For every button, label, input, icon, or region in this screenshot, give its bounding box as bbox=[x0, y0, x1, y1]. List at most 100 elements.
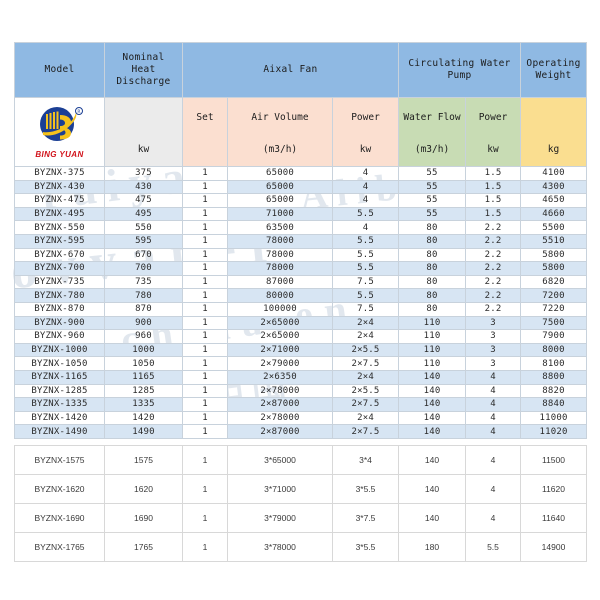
table-row: BYZNX-1575 1575 1 3*65000 3*4 140 4 11500 bbox=[14, 444, 587, 475]
cell-water-flow: 140 bbox=[398, 383, 467, 399]
cell-pump-power: 2.2 bbox=[465, 247, 522, 263]
cell-nominal-heat-discharge: 475 bbox=[104, 193, 183, 208]
cell-fan-power: 3*5.5 bbox=[332, 531, 399, 562]
cell-nominal-heat-discharge: 780 bbox=[104, 288, 183, 303]
cell-set: 1 bbox=[182, 369, 228, 385]
cell-pump-power: 1.5 bbox=[465, 206, 522, 222]
cell-air-volume: 78000 bbox=[227, 233, 333, 249]
cell-set: 1 bbox=[182, 193, 228, 208]
subheader-air-volume-name: Air Volume bbox=[251, 112, 309, 123]
cell-pump-power: 1.5 bbox=[465, 179, 522, 195]
cell-air-volume: 2×65000 bbox=[227, 315, 333, 331]
table-row: BYZNX-1050 1050 1 2×79000 2×7.5 110 3 8100 bbox=[14, 356, 588, 371]
cell-model: BYZNX-1335 bbox=[14, 397, 105, 412]
cell-pump-power: 2.2 bbox=[465, 233, 522, 249]
header-nominal-line2: Heat bbox=[131, 64, 156, 75]
cell-air-volume: 2×71000 bbox=[227, 342, 333, 358]
cell-air-volume: 3*79000 bbox=[227, 502, 333, 533]
cell-set: 1 bbox=[182, 301, 228, 317]
header-nominal-line3: Discharge bbox=[116, 76, 171, 87]
cell-model: BYZNX-1285 bbox=[14, 383, 105, 399]
cell-water-flow: 140 bbox=[398, 502, 466, 533]
main-specification-table: Model Nominal Heat Discharge Aixal Fan C… bbox=[14, 42, 588, 439]
header-model: Model bbox=[14, 42, 105, 98]
cell-operating-weight: 4300 bbox=[520, 179, 588, 195]
subheader-nominal-unit-cell: kw bbox=[104, 97, 183, 167]
cell-operating-weight: 8840 bbox=[520, 397, 588, 412]
cell-model: BYZNX-900 bbox=[14, 315, 105, 331]
cell-set: 1 bbox=[182, 315, 228, 331]
cell-air-volume: 87000 bbox=[227, 274, 333, 290]
cell-fan-power: 5.5 bbox=[331, 288, 400, 303]
cell-fan-power: 2×5.5 bbox=[331, 342, 400, 358]
cell-pump-power: 4 bbox=[465, 473, 521, 504]
subheader-water-flow-unit: (m3/h) bbox=[414, 144, 450, 155]
cell-water-flow: 80 bbox=[398, 301, 467, 317]
cell-water-flow: 140 bbox=[398, 473, 466, 504]
header-aixal-fan: Aixal Fan bbox=[181, 42, 400, 98]
cell-water-flow: 140 bbox=[398, 410, 467, 426]
cell-model: BYZNX-700 bbox=[14, 261, 105, 276]
table-row: BYZNX-595 595 1 78000 5.5 80 2.2 5510 bbox=[14, 233, 588, 249]
cell-model: BYZNX-550 bbox=[14, 220, 105, 235]
cell-fan-power: 5.5 bbox=[331, 206, 400, 222]
cell-model: BYZNX-1050 bbox=[14, 356, 105, 371]
cell-fan-power: 5.5 bbox=[331, 247, 400, 263]
cell-nominal-heat-discharge: 375 bbox=[104, 166, 183, 181]
cell-air-volume: 100000 bbox=[227, 301, 333, 317]
cell-pump-power: 4 bbox=[465, 424, 522, 439]
cell-pump-power: 2.2 bbox=[465, 274, 522, 290]
cell-set: 1 bbox=[182, 329, 228, 344]
cell-pump-power: 1.5 bbox=[465, 193, 522, 208]
cell-water-flow: 140 bbox=[398, 424, 467, 439]
table-row: BYZNX-700 700 1 78000 5.5 80 2.2 5800 bbox=[14, 261, 588, 276]
table-row: BYZNX-1165 1165 1 2×6350 2×4 140 4 8800 bbox=[14, 369, 588, 385]
table-row: BYZNX-1490 1490 1 2×87000 2×7.5 140 4 11020 bbox=[14, 424, 588, 439]
cell-air-volume: 3*71000 bbox=[227, 473, 333, 504]
cell-operating-weight: 7200 bbox=[520, 288, 588, 303]
cell-fan-power: 2×4 bbox=[331, 329, 400, 344]
table-row: BYZNX-735 735 1 87000 7.5 80 2.2 6820 bbox=[14, 274, 588, 290]
cell-nominal-heat-discharge: 495 bbox=[104, 206, 183, 222]
specification-tables: Model Nominal Heat Discharge Aixal Fan C… bbox=[14, 42, 588, 562]
cell-model: BYZNX-595 bbox=[14, 233, 105, 249]
cell-fan-power: 4 bbox=[331, 166, 400, 181]
cell-fan-power: 2×7.5 bbox=[331, 397, 400, 412]
cell-nominal-heat-discharge: 670 bbox=[104, 247, 183, 263]
header-circulating-water-pump: Circulating Water Pump bbox=[398, 42, 522, 98]
cell-pump-power: 3 bbox=[465, 342, 522, 358]
table-group-header-row: Model Nominal Heat Discharge Aixal Fan C… bbox=[14, 42, 588, 98]
cell-set: 1 bbox=[182, 473, 228, 504]
cell-air-volume: 78000 bbox=[227, 261, 333, 276]
cell-pump-power: 2.2 bbox=[465, 301, 522, 317]
cell-set: 1 bbox=[182, 206, 228, 222]
cell-air-volume: 65000 bbox=[227, 193, 333, 208]
subheader-fan-power-name: Power bbox=[351, 112, 380, 123]
cell-fan-power: 7.5 bbox=[331, 301, 400, 317]
cell-fan-power: 4 bbox=[331, 179, 400, 195]
cell-nominal-heat-discharge: 900 bbox=[104, 315, 183, 331]
cell-operating-weight: 7900 bbox=[520, 329, 588, 344]
subheader-nominal-unit: kw bbox=[137, 144, 150, 155]
header-weight-line1: Operating bbox=[526, 58, 581, 69]
cell-operating-weight: 4660 bbox=[520, 206, 588, 222]
cell-model: BYZNX-430 bbox=[14, 179, 105, 195]
cell-pump-power: 4 bbox=[465, 383, 522, 399]
subheader-water-flow-cell: Water Flow (m3/h) bbox=[398, 97, 467, 167]
cell-set: 1 bbox=[182, 261, 228, 276]
cell-set: 1 bbox=[182, 383, 228, 399]
header-nominal-heat-discharge: Nominal Heat Discharge bbox=[104, 42, 183, 98]
cell-model: BYZNX-495 bbox=[14, 206, 105, 222]
cell-set: 1 bbox=[182, 410, 228, 426]
cell-air-volume: 2×78000 bbox=[227, 410, 333, 426]
cell-nominal-heat-discharge: 1575 bbox=[104, 444, 183, 475]
cell-air-volume: 80000 bbox=[227, 288, 333, 303]
cell-set: 1 bbox=[182, 342, 228, 358]
header-operating-weight: Operating Weight bbox=[520, 42, 588, 98]
subheader-air-volume-unit: (m3/h) bbox=[262, 144, 298, 155]
subheader-pump-power-unit: kw bbox=[487, 144, 499, 155]
cell-pump-power: 4 bbox=[465, 397, 522, 412]
cell-model: BYZNX-1690 bbox=[14, 502, 105, 533]
subheader-pump-power-name: Power bbox=[478, 112, 508, 123]
cell-air-volume: 63500 bbox=[227, 220, 333, 235]
